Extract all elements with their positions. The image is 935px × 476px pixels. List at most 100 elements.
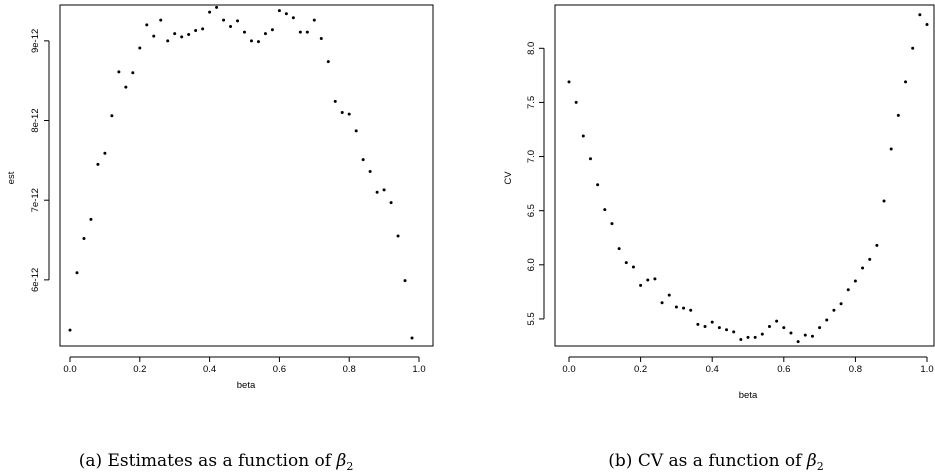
x-tick-label: 0.0: [63, 364, 76, 375]
data-point: [911, 46, 915, 50]
x-tick-label: 0.4: [706, 364, 719, 375]
data-point: [229, 25, 233, 29]
data-point: [256, 40, 260, 44]
x-axis-title: beta: [739, 390, 758, 401]
y-axis: 6e-12 7e-12 8e-12 9e-12: [30, 29, 50, 292]
plot-frame: [59, 4, 434, 347]
x-axis: 0.0 0.2 0.4 0.6 0.8 1.0: [562, 356, 934, 375]
data-point: [340, 111, 344, 115]
data-point: [152, 34, 156, 38]
data-point: [832, 308, 836, 312]
plot-frame: [554, 4, 935, 347]
y-tick-label: 5.5: [526, 312, 537, 325]
data-point: [243, 30, 246, 34]
data-point: [574, 100, 578, 104]
data-point: [760, 332, 764, 336]
data-point: [803, 333, 807, 337]
data-point: [305, 30, 309, 34]
data-point: [208, 10, 212, 14]
data-point: [567, 80, 571, 84]
data-point: [326, 60, 330, 64]
data-point: [810, 334, 814, 338]
data-point: [918, 13, 922, 17]
x-tick-label: 0.8: [343, 364, 356, 375]
data-point: [581, 134, 585, 138]
data-point: [710, 320, 714, 324]
caption: (a) Estimates as a function of β2: [79, 451, 354, 473]
data-point: [925, 22, 929, 26]
data-point: [882, 199, 886, 203]
y-axis-title: CV: [503, 171, 514, 185]
data-point: [68, 328, 72, 332]
data-point: [889, 147, 893, 151]
data-point: [725, 328, 729, 332]
caption-math: β: [806, 451, 817, 471]
data-point: [173, 32, 177, 36]
data-point: [96, 162, 100, 166]
x-tick-label: 1.0: [412, 364, 425, 375]
data-point: [853, 279, 857, 283]
y-tick-label: 7.5: [526, 96, 537, 109]
data-point: [312, 18, 316, 22]
x-tick-label: 0.8: [849, 364, 862, 375]
data-point: [667, 293, 671, 297]
data-point: [825, 318, 829, 322]
data-point: [861, 266, 865, 270]
data-point: [117, 70, 121, 74]
data-point: [703, 325, 707, 329]
data-point: [263, 32, 267, 36]
y-tick-label: 6.5: [526, 204, 537, 217]
data-point: [767, 325, 771, 329]
data-point: [603, 208, 607, 212]
data-point: [739, 338, 743, 342]
data-point: [904, 80, 908, 84]
data-point: [368, 170, 372, 174]
data-point: [696, 322, 700, 326]
data-point: [639, 283, 643, 287]
data-point: [75, 271, 79, 275]
data-point: [333, 99, 337, 103]
data-point: [180, 35, 184, 39]
caption-text: Estimates as a function of: [108, 451, 333, 471]
data-point: [222, 18, 226, 22]
data-point: [215, 5, 219, 9]
x-tick-label: 1.0: [920, 364, 933, 375]
data-point: [138, 46, 142, 50]
data-point: [249, 39, 253, 43]
data-point: [284, 12, 288, 16]
y-tick-label: 8.0: [526, 42, 537, 55]
data-point: [110, 114, 114, 118]
x-axis-title: beta: [237, 380, 256, 391]
y-tick-label: 7e-12: [30, 188, 41, 212]
data-point: [732, 330, 736, 334]
data-point: [187, 32, 191, 36]
data-point: [660, 301, 664, 305]
data-point: [389, 201, 393, 205]
caption-label: (b): [608, 451, 632, 471]
data-point: [124, 85, 128, 89]
x-tick-label: 0.6: [777, 364, 790, 375]
data-point: [782, 326, 786, 330]
data-point: [103, 151, 107, 155]
y-axis: 5.5 6.0 6.5 7.0 7.5 8.0: [526, 42, 545, 326]
x-axis: 0.0 0.2 0.4 0.6 0.8 1.0: [63, 356, 426, 375]
data-point: [717, 326, 721, 330]
data-point: [159, 18, 163, 22]
y-tick-label: 6.0: [526, 258, 537, 271]
data-point: [236, 19, 240, 23]
data-point: [410, 336, 414, 340]
data-point: [796, 340, 800, 344]
data-point: [82, 236, 86, 240]
data-point: [347, 112, 351, 116]
x-tick-label: 0.4: [203, 364, 216, 375]
data-point: [789, 331, 793, 335]
data-point: [682, 306, 686, 310]
panel-b: 0.0 0.2 0.4 0.6 0.8 1.0 5.5 6.0 6.5 7.0 7.5 8.0 be…: [503, 4, 935, 473]
y-tick-label: 7.0: [526, 150, 537, 163]
data-point: [674, 305, 678, 309]
caption-subscript: 2: [346, 460, 353, 473]
data-point: [610, 222, 614, 226]
data-point: [166, 39, 170, 43]
data-point: [145, 23, 149, 27]
